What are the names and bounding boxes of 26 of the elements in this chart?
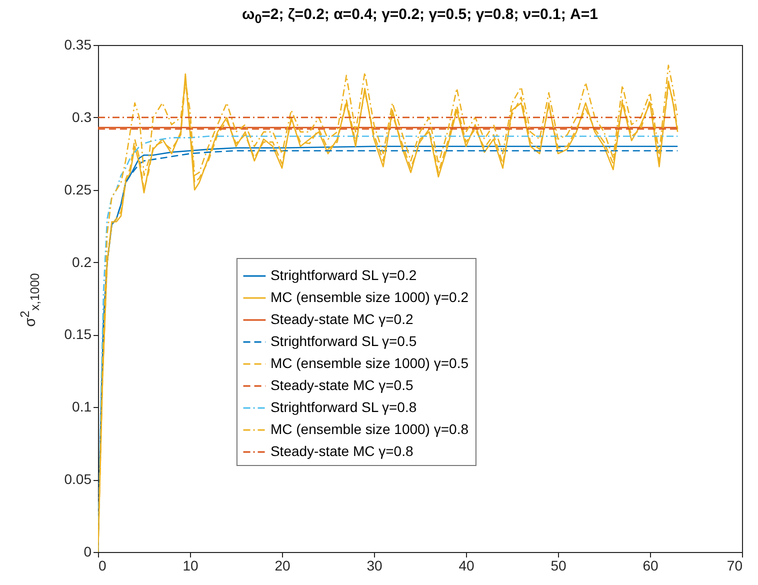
y-tick-label: 0.3	[72, 108, 92, 125]
legend-label: MC (ensemble size 1000) γ=0.2	[270, 288, 469, 305]
x-tick-label: 70	[726, 558, 743, 574]
y-tick-label: 0.05	[64, 471, 92, 488]
legend-label: Strightforward SL γ=0.2	[270, 266, 417, 283]
legend-label: Strightforward SL γ=0.5	[270, 332, 417, 349]
y-tick-label: 0.35	[64, 36, 92, 52]
x-tick-label: 60	[642, 558, 658, 574]
x-tick-label: 50	[550, 558, 566, 574]
y-tick-label: 0.25	[64, 181, 92, 198]
legend-label: Strightforward SL γ=0.8	[270, 398, 417, 415]
legend-label: Steady-state MC γ=0.2	[270, 310, 414, 327]
x-tick-label: 20	[274, 558, 290, 574]
legend-label: Steady-state MC γ=0.8	[270, 442, 414, 459]
x-tick-label: 40	[458, 558, 474, 574]
x-tick-label: 10	[182, 558, 198, 574]
y-tick-label: 0.1	[72, 398, 92, 415]
legend-label: MC (ensemble size 1000) γ=0.5	[270, 354, 469, 371]
x-tick-label: 0	[98, 558, 106, 574]
y-tick-label: 0.2	[72, 254, 92, 270]
y-tick-label: 0.15	[64, 326, 92, 342]
x-tick-label: 30	[366, 558, 382, 574]
chart-title: ω$_{0}$=2; ζ=0.2; α=0.4; γ=0.2; γ=0.5; γ=0.8; ν=0.1; A=1	[241, 6, 599, 26]
legend-label: MC (ensemble size 1000) γ=0.8	[270, 420, 469, 437]
y-tick-label: 0	[84, 544, 92, 560]
legend-label: Steady-state MC γ=0.5	[270, 376, 414, 393]
